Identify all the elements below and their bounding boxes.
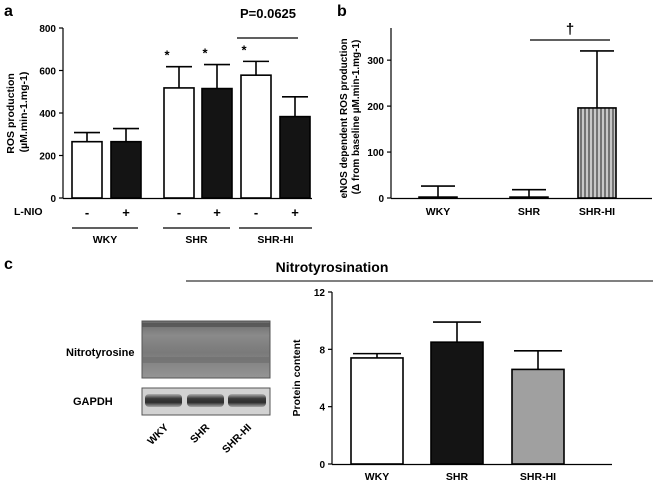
panel-a-y-tick-label: 0 (50, 194, 56, 205)
panel-a-sign-row: - + - + - + (85, 205, 299, 220)
panel-a-bars: * * * (71, 42, 311, 199)
panel-c-wky-bar (350, 357, 404, 465)
panel-a-y-tick-label: 600 (39, 67, 56, 78)
l-nio-sign: + (291, 205, 299, 220)
panel-b-ylabel-line1: eNOS dependent ROS production (339, 38, 350, 198)
panel-a-shr-significance-star: * (202, 46, 208, 61)
l-nio-sign: - (254, 205, 258, 220)
panel-b-ylabel-line2: (Δ from baseline µM.min-1.mg-1) (351, 40, 362, 195)
l-nio-sign: + (122, 205, 130, 220)
panel-b-y-tick-label: 100 (367, 148, 384, 159)
panel-a-shr-bar (163, 87, 195, 199)
panel-letter-c: c (4, 256, 13, 273)
group-label-shr-hi: SHR-HI (257, 234, 293, 246)
panel-c-y-tick-label: 12 (314, 288, 326, 299)
panel-a-shr-hi-significance-star: * (241, 42, 247, 57)
group-label-shr: SHR (185, 234, 208, 246)
panel-c-y-axis-label: Protein content (291, 339, 303, 417)
panel-c-x-labels: WKY SHR SHR-HI (365, 471, 556, 483)
panel-letter-a: a (4, 3, 13, 20)
dagger-annotation: † (566, 21, 574, 38)
panel-a-shr-hi-bar (279, 115, 311, 199)
panel-c-x-label-shr: SHR (446, 471, 469, 483)
panel-b-x-label-shr-hi: SHR-HI (579, 206, 615, 218)
nitrotyrosine-top-band (142, 323, 270, 327)
panel-c-y-tick-label: 0 (319, 460, 325, 471)
panel-b-wky-bar (418, 196, 458, 199)
panel-c-y-axis: 0 4 8 12 (314, 288, 333, 471)
panel-b-x-label-shr: SHR (518, 206, 541, 218)
panel-a-y-tick-label: 200 (39, 152, 56, 163)
p-value-annotation: P=0.0625 (240, 6, 296, 21)
group-label-wky: WKY (93, 234, 118, 246)
gapdh-band-shr (187, 394, 224, 407)
panel-c-shr-hi-bar (511, 368, 565, 465)
panel-c: c Nitrotyrosination Nitrotyrosine GAPDH … (4, 256, 653, 483)
l-nio-row-label: L-NIO (14, 206, 43, 218)
panel-a-wky-bar (110, 140, 142, 199)
panel-b-y-tick-label: 200 (367, 102, 384, 113)
panel-b-x-label-wky: WKY (426, 206, 451, 218)
panel-a-shr-significance-star: * (164, 48, 170, 63)
nitrotyrosine-blot (141, 320, 271, 379)
panel-a-y-axis: 0 200 400 600 800 (39, 24, 64, 205)
nitrotyrosine-label: Nitrotyrosine (66, 347, 134, 359)
gapdh-band-shr-hi (228, 394, 266, 407)
panel-a: a 0 200 400 600 800 ROS production (µM.min-1… (4, 3, 312, 246)
panel-b-shr-bar (509, 196, 549, 199)
panel-c-shr-bar (430, 341, 484, 465)
panel-b-x-labels: WKY SHR SHR-HI (426, 206, 615, 218)
blot-lane-label-shr: SHR (188, 421, 212, 445)
panel-a-wky-bar (71, 140, 103, 199)
panel-a-y-tick-label: 400 (39, 109, 56, 120)
panel-b-y-tick-label: 0 (378, 194, 384, 205)
l-nio-sign: - (177, 205, 181, 220)
blot-lane-label-shr-hi: SHR-HI (220, 422, 254, 456)
panel-b-y-axis: 0 100 200 300 (367, 28, 392, 205)
blot-lane-labels: WKY SHR SHR-HI (145, 421, 254, 455)
nitrotyrosine-mid-band (142, 357, 270, 363)
panel-b-bars (418, 50, 617, 199)
panel-c-title: Nitrotyrosination (276, 259, 389, 275)
blot-lane-label-wky: WKY (145, 422, 171, 448)
panel-b-y-axis-label: eNOS dependent ROS production (Δ from ba… (339, 36, 362, 199)
panel-a-group-labels: WKY SHR SHR-HI (72, 227, 312, 246)
panel-a-y-tick-label: 800 (39, 24, 56, 35)
panel-letter-b: b (337, 3, 347, 20)
gapdh-label: GAPDH (73, 396, 113, 408)
panel-a-y-axis-label: ROS production (µM.min-1.mg-1) (5, 70, 30, 153)
panel-b-y-tick-label: 300 (367, 56, 384, 67)
panel-c-y-tick-label: 8 (319, 345, 325, 356)
gapdh-band-wky (145, 394, 182, 407)
panel-c-bars (350, 321, 565, 465)
panel-a-shr-hi-bar (240, 74, 272, 199)
panel-c-x-label-wky: WKY (365, 471, 390, 483)
panel-b: b 0 100 200 300 eNOS dependent ROS producti… (337, 3, 652, 218)
l-nio-sign: - (85, 205, 89, 220)
panel-b-shr-hi-bar (577, 107, 617, 199)
panel-a-shr-bar (201, 87, 233, 199)
panel-c-x-label-shr-hi: SHR-HI (520, 471, 556, 483)
l-nio-sign: + (213, 205, 221, 220)
panel-c-y-tick-label: 4 (319, 403, 325, 414)
